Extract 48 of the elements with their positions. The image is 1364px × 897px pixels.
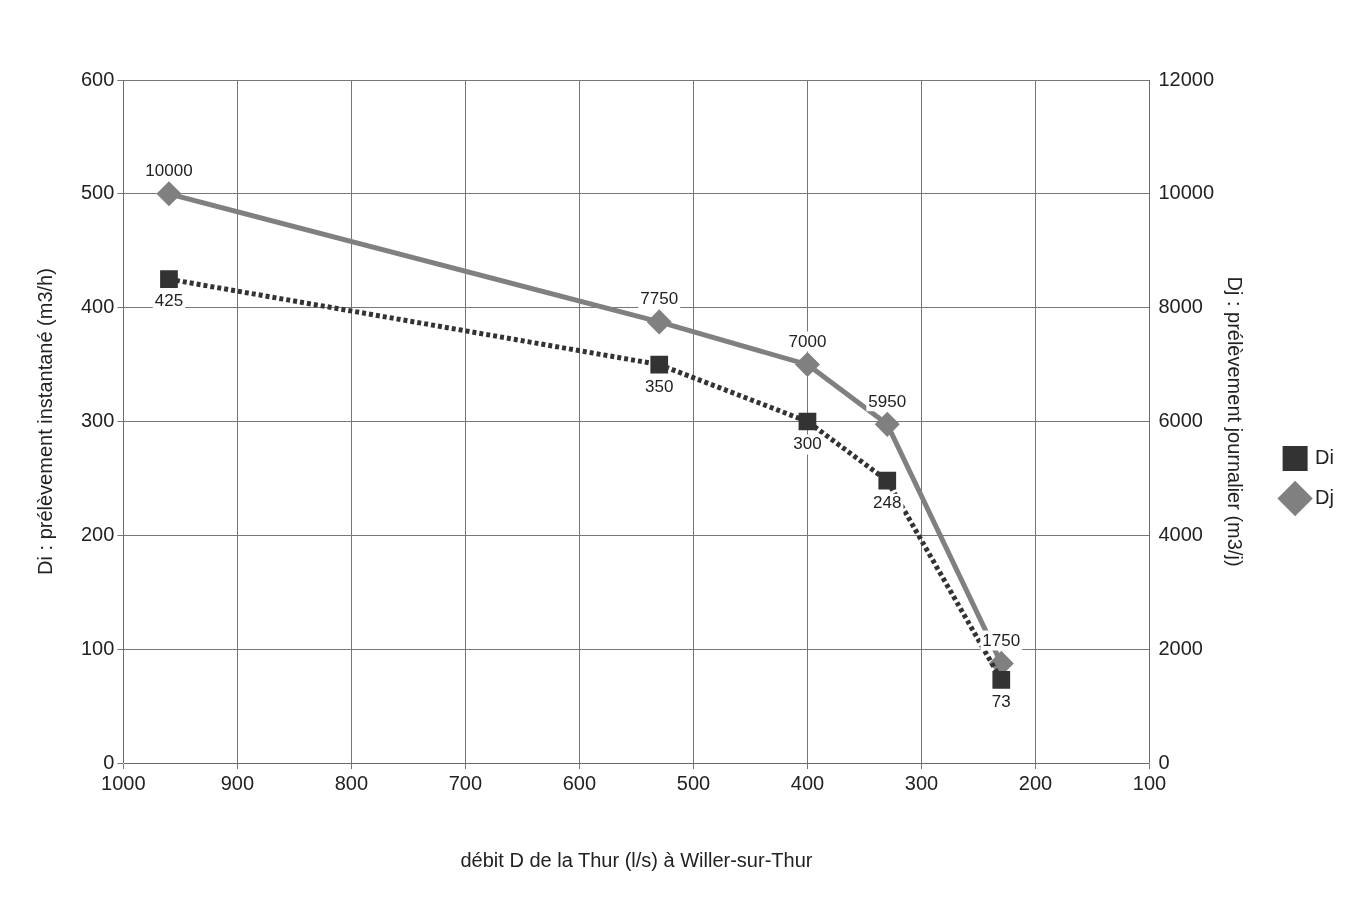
legend-label: Di [1315,446,1334,469]
y-tick-label: 300 [80,409,115,432]
point [157,182,181,206]
data-label: 5950 [868,391,907,411]
y-axis-title: Di : prélèvement instantané (m3/h) [33,268,56,575]
y2-axis-title: Dj : prélèvement journalier (m3/j) [1223,276,1246,567]
x-axis-title: débit D de la Thur (l/s) à Willer-sur-Thur [460,848,813,871]
point [795,353,819,377]
x-tick-label: 700 [448,771,483,794]
y2-tick-label: 8000 [1158,295,1203,318]
point [875,412,899,436]
y2-tick-label: 10000 [1158,181,1215,204]
y2-tick-label: 4000 [1158,522,1203,545]
data-label: 7000 [788,331,827,351]
x-tick-label: 400 [790,771,825,794]
y2-tick-label: 6000 [1158,409,1203,432]
x-tick-label: 600 [562,771,597,794]
point [798,412,817,431]
point [650,355,669,374]
y-tick-label: 600 [80,67,115,90]
data-label: 350 [645,376,674,396]
x-tick-label: 200 [1018,771,1053,794]
point [878,471,897,490]
y-tick-label: 400 [80,295,115,318]
point [160,270,178,289]
point [992,671,1011,689]
y-tick-label: 200 [80,522,115,545]
y2-tick-label: 2000 [1158,636,1203,659]
point [647,310,671,334]
data-label: 248 [873,492,902,512]
y-tick-label: 500 [80,181,115,204]
y-tick-label: 0 [103,750,115,773]
x-tick-label: 300 [904,771,939,794]
x-tick-label: 500 [676,771,711,794]
y2-tick-label: 12000 [1158,67,1215,90]
x-tick-label: 1000 [101,771,146,794]
y-tick-label: 100 [80,636,115,659]
data-label: 10000 [145,161,193,181]
data-label: 1750 [982,630,1021,650]
x-tick-label: 900 [220,771,255,794]
x-tick-label: 800 [334,771,369,794]
legend-label: Dj [1315,486,1334,509]
y2-tick-label: 0 [1158,750,1170,773]
x-tick-label: 100 [1132,771,1167,794]
data-label: 73 [991,692,1011,712]
data-label: 7750 [640,289,679,309]
data-label: 425 [154,291,184,311]
data-label: 300 [793,433,822,453]
